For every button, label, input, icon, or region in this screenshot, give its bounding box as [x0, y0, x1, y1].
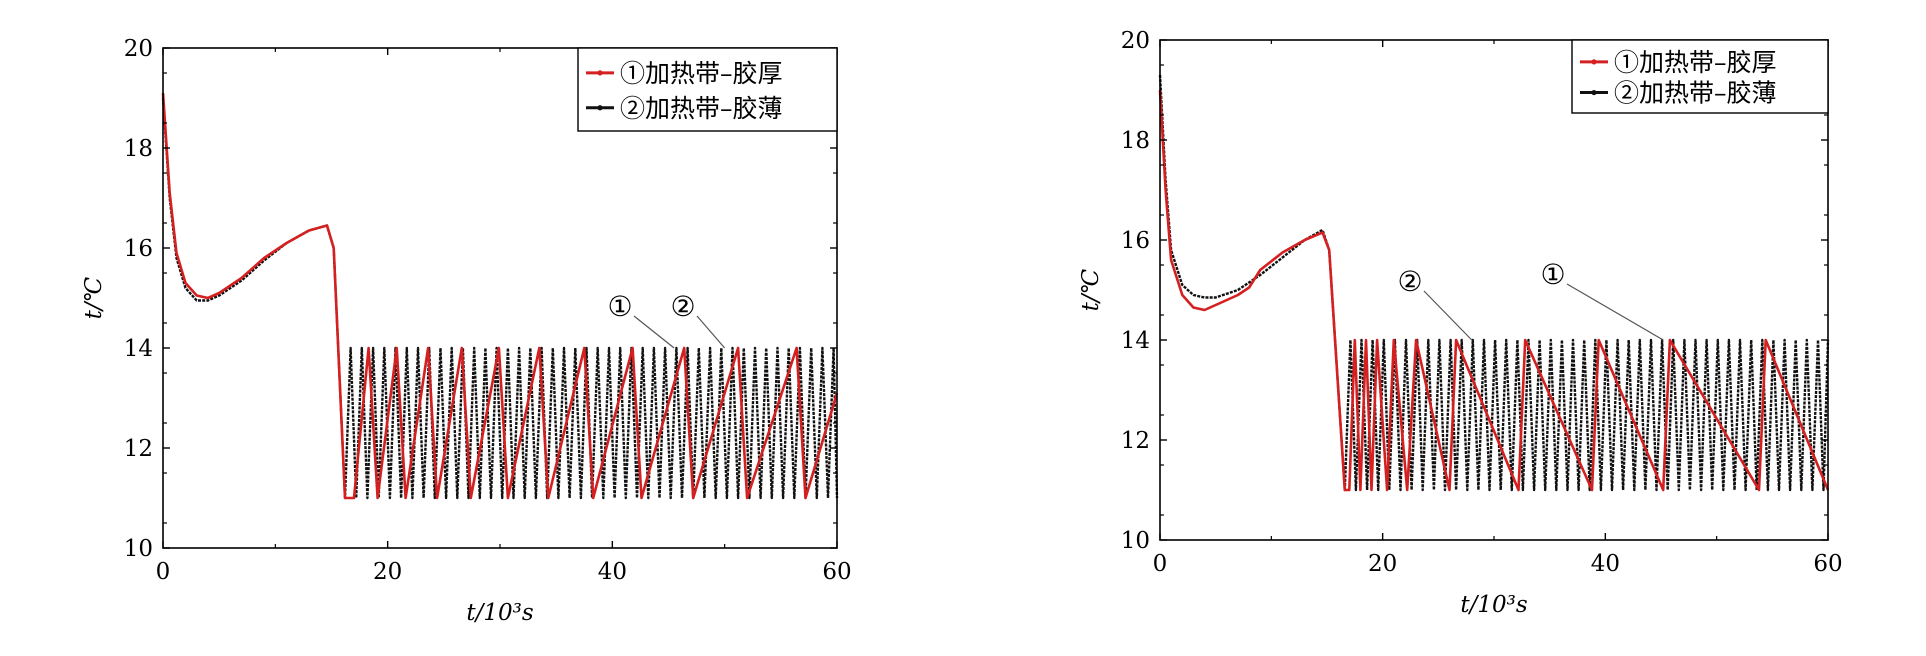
temperature-chart-right: 10 12 14 16 18 20 0 20 40 60 t/10³s t/℃ ①加热带–胶厚②加热带–… [1078, 28, 1843, 618]
y-tick-label: 18 [1121, 128, 1150, 154]
y-tick-label: 12 [1121, 428, 1150, 454]
y-tick-label: 10 [1121, 528, 1150, 554]
y-tick-label: 20 [124, 36, 153, 62]
y-axis-label: t/℃ [1078, 268, 1104, 311]
legend-marker-2 [597, 105, 603, 111]
chart-panel-right: 10 12 14 16 18 20 0 20 40 60 t/10³s t/℃ ①加热带–胶厚 ②加热带–… [963, 0, 1926, 651]
y-tick-label: 18 [124, 136, 153, 162]
y-tick-label: 16 [124, 236, 153, 262]
x-axis-label: t/10³s [1460, 592, 1527, 618]
legend-box [1571, 39, 1829, 114]
x-tick-label: 40 [1591, 551, 1620, 577]
annotation-label-1: ① [607, 290, 632, 323]
y-tick-label: 14 [1121, 328, 1150, 354]
series-line-1 [161, 92, 839, 500]
x-tick-label: 0 [1153, 551, 1168, 577]
annotation-leader-1 [633, 315, 675, 349]
legend-label-2: ②加热带–胶薄 [620, 94, 783, 123]
plot-frame [1159, 39, 1829, 541]
annotation-label-2: ② [670, 290, 695, 323]
y-tick-label: 12 [124, 436, 153, 462]
y-tick-label: 14 [124, 336, 153, 362]
x-tick-label: 20 [373, 559, 402, 585]
legend-marker-1 [1591, 59, 1597, 65]
chart-panel-left: 10 12 14 16 18 20 0 20 40 60 t/10³s t/℃ ①加热带–胶厚 ②加热带–… [0, 0, 963, 651]
x-tick-label: 0 [156, 559, 171, 585]
y-axis-label: t/℃ [81, 276, 107, 319]
legend-marker-1 [597, 70, 603, 76]
annotation-leader-1 [1423, 290, 1473, 341]
legend-marker-2 [1591, 89, 1597, 96]
legend-label-2: ②加热带–胶薄 [1614, 79, 1777, 108]
legend-box [577, 47, 838, 132]
x-tick-label: 40 [598, 559, 627, 585]
x-tick-label: 20 [1368, 551, 1397, 577]
annotation-label-2: ① [1540, 258, 1565, 291]
x-tick-label: 60 [822, 559, 851, 585]
y-tick-label: 20 [1121, 28, 1150, 54]
temperature-chart-left: 10 12 14 16 18 20 0 20 40 60 t/10³s t/℃ ①加热带–胶厚 ②加热带–… [81, 36, 852, 626]
annotation-leader-2 [1566, 283, 1664, 341]
series-line-1 [1158, 89, 1830, 492]
legend-label-1: ①加热带–胶厚 [1614, 48, 1777, 77]
series-line-2 [161, 97, 839, 500]
y-tick-label: 16 [1121, 228, 1150, 254]
legend-label-1: ①加热带–胶厚 [620, 59, 783, 88]
annotation-label-1: ② [1397, 265, 1422, 298]
x-tick-label: 60 [1813, 551, 1842, 577]
x-axis-label: t/10³s [466, 600, 533, 626]
y-tick-label: 10 [124, 536, 153, 562]
series-line-2 [1158, 74, 1830, 492]
annotation-leader-2 [696, 315, 726, 349]
